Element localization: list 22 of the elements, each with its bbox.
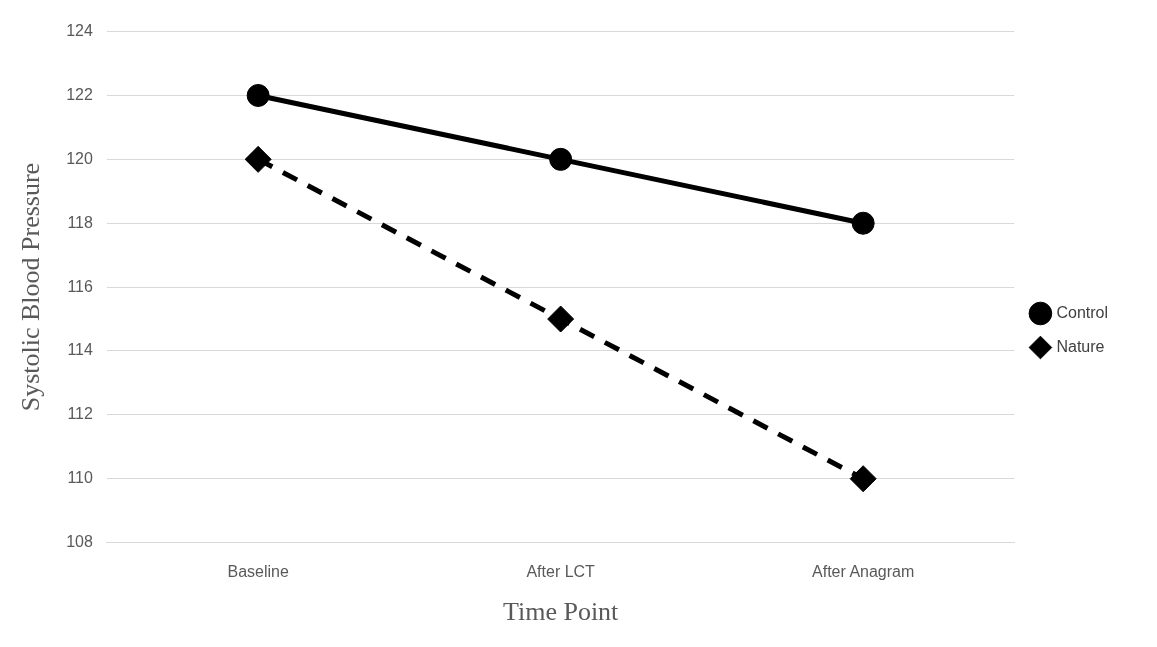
point (246, 83, 270, 107)
y-tick-label: 112 (67, 405, 93, 423)
y-tick-label: 120 (66, 149, 93, 167)
x-tick-label: After Anagram (812, 562, 915, 580)
y-tick-label: 118 (67, 213, 93, 231)
y-tick-label: 116 (67, 277, 93, 295)
y-tick-label: 122 (66, 85, 93, 103)
point (547, 305, 575, 333)
legend-label: Nature (1056, 337, 1105, 355)
point (849, 465, 877, 493)
x-tick-label: Baseline (227, 562, 289, 580)
x-axis-title: Time Point (502, 597, 620, 627)
point (851, 211, 875, 235)
y-tick-label: 108 (66, 533, 93, 551)
point (244, 145, 272, 173)
y-tick-label: 124 (66, 22, 93, 40)
x-tick-label: After LCT (526, 562, 596, 580)
point (549, 147, 573, 171)
legend-label: Control (1056, 303, 1108, 321)
y-axis-title: Systolic Blood Pressure (16, 162, 46, 412)
y-tick-label: 110 (67, 469, 93, 487)
y-tick-label: 114 (67, 341, 93, 359)
